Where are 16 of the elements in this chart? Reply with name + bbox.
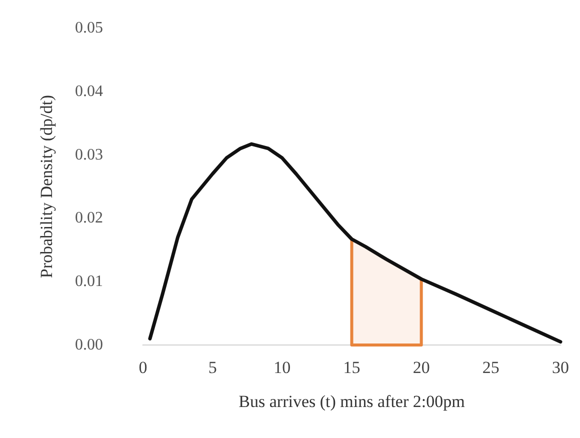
x-tick-label: 15 xyxy=(343,358,360,377)
y-tick-label: 0.03 xyxy=(75,146,103,164)
y-tick-label: 0.00 xyxy=(75,336,103,354)
y-tick-label: 0.01 xyxy=(75,273,103,290)
y-tick-label: 0.04 xyxy=(75,82,103,100)
x-tick-label: 10 xyxy=(274,358,291,377)
line-series xyxy=(148,142,562,344)
x-tick-label: 25 xyxy=(482,358,500,377)
x-tick-label: 30 xyxy=(552,358,569,377)
y-axis-title: Probability Density (dp/dt) xyxy=(37,94,56,278)
y-tick-label: 0.05 xyxy=(75,20,103,36)
y-tick-label: 0.02 xyxy=(75,210,103,227)
x-tick-label: 5 xyxy=(208,358,217,377)
x-tick-label: 0 xyxy=(138,358,148,377)
x-axis-title: Bus arrives (t) mins after 2:00pm xyxy=(238,392,465,411)
x-tick-label: 20 xyxy=(412,358,430,377)
